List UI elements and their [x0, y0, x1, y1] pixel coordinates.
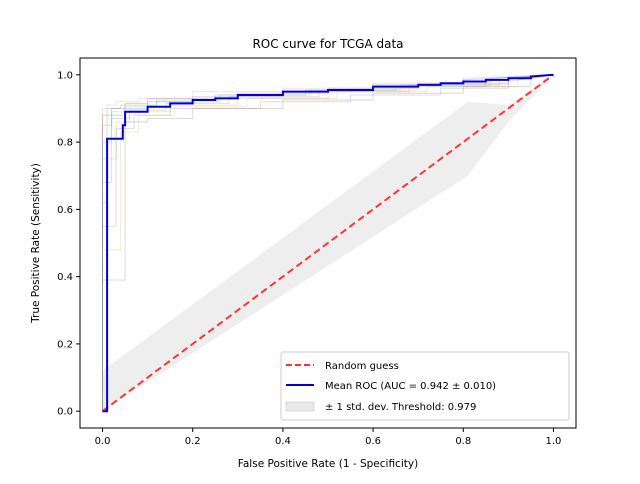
legend-mean-roc-label: Mean ROC (AUC = 0.942 ± 0.010)	[325, 381, 496, 392]
x-axis-ticks: 0.0 0.2 0.4 0.6 0.8 1.0	[95, 428, 562, 447]
y-axis-label: True Positive Rate (Sensitivity)	[30, 163, 42, 324]
x-tick-label: 0.6	[365, 436, 381, 447]
y-tick-label: 0.0	[57, 407, 73, 418]
plot-area	[101, 73, 555, 413]
chart-title: ROC curve for TCGA data	[252, 37, 403, 51]
random-guess-line	[101, 73, 555, 413]
x-tick-label: 0.8	[455, 436, 471, 447]
legend-std-band-label: ± 1 std. dev. Threshold: 0.979	[325, 402, 476, 413]
fold-roc-curve-2	[102, 74, 554, 412]
x-tick-label: 0.0	[95, 436, 111, 447]
legend-std-band-swatch	[285, 401, 315, 412]
x-axis-label: False Positive Rate (1 - Specificity)	[238, 458, 418, 470]
mean-roc-curve	[102, 73, 554, 413]
fold-roc-curve-9	[102, 74, 554, 412]
legend-random-guess-label: Random guess	[325, 361, 399, 372]
mean-roc-layer	[102, 73, 554, 413]
legend: Random guess Mean ROC (AUC = 0.942 ± 0.0…	[280, 351, 570, 421]
x-tick-label: 1.0	[546, 436, 562, 447]
random-guess-layer	[101, 73, 555, 413]
y-tick-label: 0.6	[57, 205, 73, 216]
fold-roc-curve-7	[102, 74, 554, 412]
legend-box	[280, 351, 570, 421]
x-tick-label: 0.2	[185, 436, 201, 447]
fold-roc-curve-6	[102, 74, 554, 412]
y-tick-label: 0.8	[57, 138, 73, 149]
fold-roc-curve-5	[102, 74, 554, 412]
y-tick-label: 1.0	[57, 70, 73, 81]
y-tick-label: 0.2	[57, 339, 73, 350]
y-tick-label: 0.4	[57, 272, 73, 283]
axes-frame	[79, 57, 577, 429]
x-tick-label: 0.4	[275, 436, 291, 447]
y-axis-ticks: 0.0 0.2 0.4 0.6 0.8 1.0	[57, 70, 80, 418]
